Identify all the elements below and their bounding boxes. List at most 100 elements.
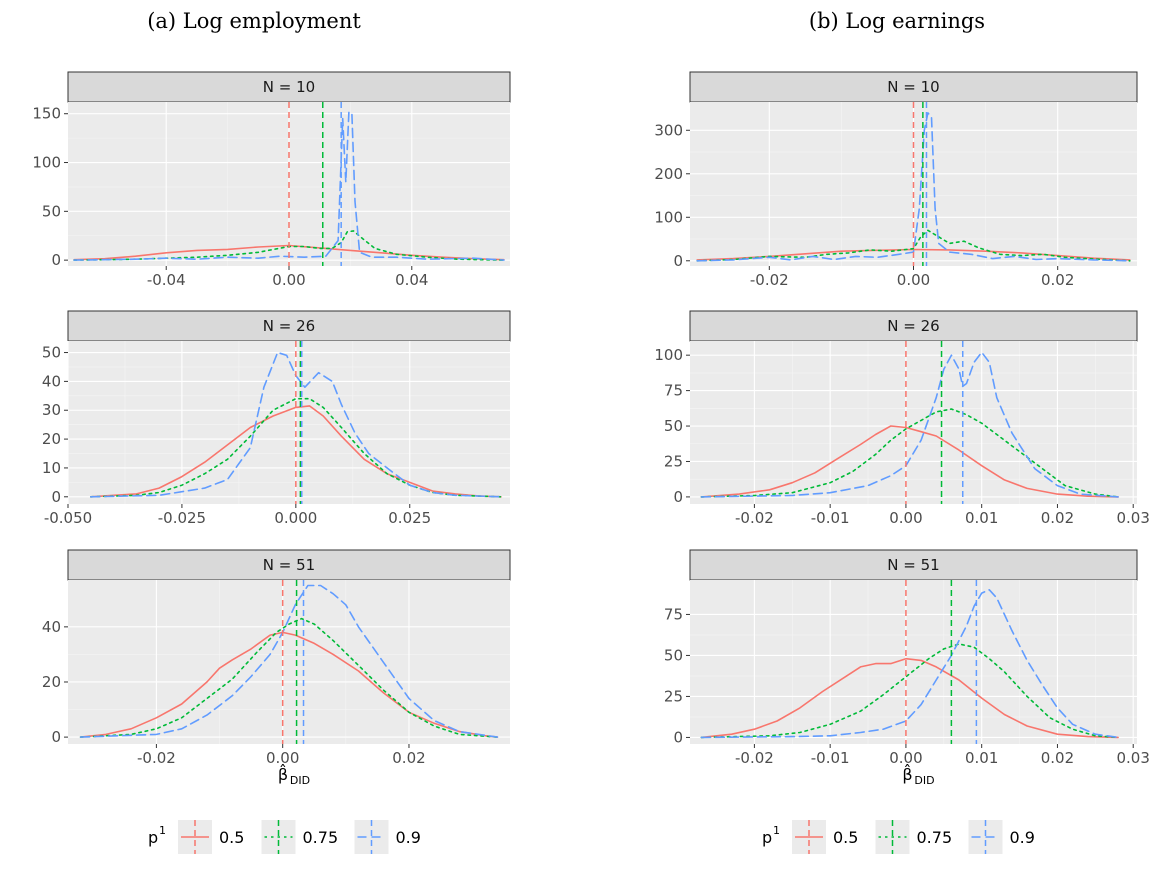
y-tick-label: 50	[664, 417, 683, 435]
y-tick-label: 300	[654, 121, 683, 139]
minor-gridlines	[690, 341, 1137, 504]
y-axis: 0 25 50 75	[664, 605, 1137, 746]
y-tick-label: 0	[673, 252, 683, 270]
x-axis-title: β̂ DID	[278, 764, 310, 787]
facet-panel: N = 10 -0.04 0.00 0.04 0 50 100 150	[32, 71, 511, 289]
legend: p 1 0.5 0.75 0.9	[148, 820, 421, 854]
y-tick-label: 50	[42, 202, 61, 220]
legend-label: 0.5	[833, 828, 858, 847]
density-curves	[79, 580, 499, 744]
facet-strip-label: N = 26	[263, 317, 315, 335]
x-axis: -0.02 0.00 0.02	[137, 580, 426, 767]
density-line-p075	[700, 643, 1119, 739]
x-tick-label: -0.02	[735, 509, 774, 527]
y-tick-label: 100	[32, 154, 61, 172]
minor-gridlines	[68, 341, 510, 504]
y-tick-label: 100	[654, 346, 683, 364]
x-tick-label: -0.050	[44, 509, 92, 527]
x-tick-label: -0.01	[811, 749, 850, 767]
x-tick-label: 0.00	[889, 749, 922, 767]
density-curves	[700, 341, 1119, 504]
density-line-p09	[696, 112, 1131, 262]
facet-panel: N = 26 -0.050 -0.025 0.000 0.025 0 10 20 30 40 50	[42, 310, 511, 527]
x-tick-label: 0.02	[1041, 271, 1074, 289]
density-line-p09	[700, 351, 1119, 498]
x-tick-label: 0.02	[1041, 749, 1074, 767]
facet-strip	[689, 549, 1138, 581]
y-tick-label: 0	[51, 251, 61, 269]
facet-panel: N = 10 -0.02 0.00 0.02 0 100 200 300	[654, 71, 1138, 289]
chart-caption: (a) Log employment	[147, 9, 361, 33]
y-tick-label: 30	[42, 401, 61, 419]
legend: p 1 0.5 0.75 0.9	[762, 820, 1035, 854]
x-tick-label: 0.03	[1117, 509, 1150, 527]
facet-strip	[689, 310, 1138, 342]
x-tick-label: 0.000	[274, 509, 317, 527]
y-tick-label: 50	[664, 646, 683, 664]
facet-panel: N = 51 -0.02 0.00 0.02 0 20 40	[42, 549, 511, 767]
x-tick-label: 0.00	[889, 509, 922, 527]
legend-label: 0.75	[303, 828, 339, 847]
y-tick-label: 0	[673, 728, 683, 746]
legend-item: 0.5	[178, 820, 244, 854]
facet-strip-label: N = 26	[887, 317, 939, 335]
facet-strip-label: N = 51	[263, 556, 315, 574]
density-curves	[700, 580, 1119, 744]
legend-label: 0.9	[1010, 828, 1035, 847]
density-curves	[90, 341, 502, 504]
x-tick-label: -0.025	[158, 509, 206, 527]
facet-strip-label: N = 10	[263, 78, 315, 96]
y-tick-label: 25	[664, 452, 683, 470]
x-tick-label: 0.025	[388, 509, 431, 527]
x-tick-label: 0.02	[1041, 509, 1074, 527]
x-axis-title-main: β̂	[278, 764, 288, 784]
x-axis: -0.02 -0.01 0.00 0.01 0.02 0.03	[735, 341, 1150, 527]
facet-panel: N = 26 -0.02 -0.01 0.00 0.01 0.02 0.03 0 25 50 75 1…	[654, 310, 1150, 527]
y-tick-label: 40	[42, 618, 61, 636]
x-axis-title: β̂ DID	[902, 764, 934, 787]
chart-log-earnings: (b) Log earnings N = 10 -0.02 0.00 0.02 0 100 2…	[654, 9, 1150, 854]
x-axis: -0.02 -0.01 0.00 0.01 0.02 0.03	[735, 580, 1150, 767]
plot-area	[690, 580, 1137, 744]
x-tick-label: 0.00	[272, 271, 305, 289]
legend-label: 0.5	[219, 828, 244, 847]
x-tick-label: 0.00	[266, 749, 299, 767]
minor-gridlines	[690, 580, 1137, 744]
minor-gridlines	[68, 580, 510, 744]
y-tick-label: 75	[664, 382, 683, 400]
legend-label: 0.75	[917, 828, 953, 847]
density-curves	[696, 102, 1131, 266]
x-tick-label: -0.04	[147, 271, 186, 289]
y-tick-label: 0	[51, 728, 61, 746]
legend-item: 0.5	[792, 820, 858, 854]
facet-panel: N = 51 -0.02 -0.01 0.00 0.01 0.02 0.03 0 25 50 75	[664, 549, 1150, 767]
y-tick-label: 40	[42, 372, 61, 390]
chart-caption: (b) Log earnings	[809, 9, 985, 33]
density-line-p09	[700, 588, 1119, 739]
y-tick-label: 20	[42, 430, 61, 448]
facet-strip	[67, 71, 511, 103]
legend-title-sup: 1	[773, 824, 780, 837]
y-tick-label: 0	[51, 488, 61, 506]
x-tick-label: 0.02	[392, 749, 425, 767]
density-line-p075	[79, 617, 499, 738]
legend-title-sup: 1	[159, 824, 166, 837]
x-tick-label: 0.04	[395, 271, 428, 289]
y-tick-label: 25	[664, 687, 683, 705]
density-line-p075	[696, 229, 1131, 262]
x-tick-label: 0.01	[965, 749, 998, 767]
density-line-p05	[90, 405, 502, 498]
density-line-p09	[90, 351, 502, 498]
legend-label: 0.9	[396, 828, 421, 847]
density-line-p09	[79, 584, 499, 738]
x-tick-label: 0.00	[897, 271, 930, 289]
x-tick-label: -0.02	[750, 271, 789, 289]
y-axis: 0 20 40	[42, 618, 510, 746]
x-tick-label: 0.03	[1117, 749, 1150, 767]
density-line-p05	[700, 657, 1119, 739]
legend-item: 0.9	[968, 820, 1035, 854]
facet-strip-label: N = 10	[887, 78, 939, 96]
legend-item: 0.75	[261, 820, 339, 854]
x-tick-label: 0.01	[965, 509, 998, 527]
